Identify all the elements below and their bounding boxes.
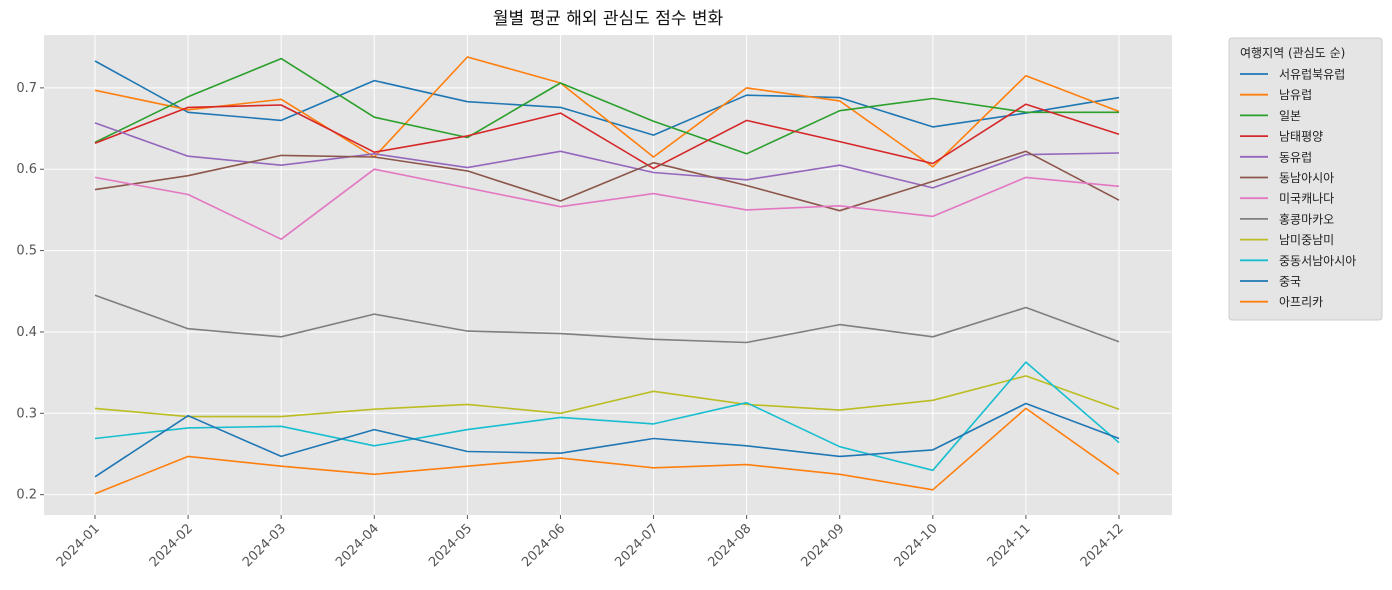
y-tick-label: 0.4 xyxy=(16,325,37,340)
x-tick-label: 2024-06 xyxy=(519,521,568,570)
y-tick-label: 0.3 xyxy=(16,406,37,421)
legend-label: 동유럽 xyxy=(1279,150,1312,164)
x-tick-label: 2024-10 xyxy=(892,521,941,570)
series-line-9 xyxy=(94,375,1120,418)
series-line-10 xyxy=(94,361,1120,472)
series-line-11 xyxy=(94,402,1120,478)
x-tick-label: 2024-04 xyxy=(333,521,382,570)
y-tick-label: 0.7 xyxy=(16,81,37,96)
series-line-4 xyxy=(94,103,1120,170)
legend-label: 미국캐나다 xyxy=(1279,192,1334,206)
x-tick-label: 2024-01 xyxy=(54,521,103,570)
series-line-12 xyxy=(94,407,1120,495)
x-tick-label: 2024-07 xyxy=(612,521,661,570)
legend-label: 중국 xyxy=(1279,275,1301,289)
series-line-3 xyxy=(94,57,1119,155)
legend-label: 아프리카 xyxy=(1279,295,1323,309)
x-tick-label: 2024-02 xyxy=(147,521,196,570)
series-line-2 xyxy=(94,56,1120,168)
y-tick-label: 0.5 xyxy=(16,244,37,259)
legend-label: 남미중남미 xyxy=(1279,233,1334,247)
x-tick-label: 2024-11 xyxy=(985,521,1034,570)
series-line-1 xyxy=(94,60,1120,136)
y-tick-label: 0.6 xyxy=(16,162,37,177)
series-line-6 xyxy=(94,150,1120,212)
x-tick-label: 2024-08 xyxy=(705,521,754,570)
legend-label: 남유럽 xyxy=(1279,88,1312,102)
legend-title: 여행지역 (관심도 순) xyxy=(1240,45,1345,60)
legend-label: 중동서남아시아 xyxy=(1279,254,1356,268)
legend-label: 일본 xyxy=(1279,109,1301,123)
legend-box xyxy=(1228,37,1383,321)
series-line-8 xyxy=(94,294,1120,344)
legend-label: 홍콩마카오 xyxy=(1279,212,1334,226)
legend-label: 서유럽북유럽 xyxy=(1279,68,1345,82)
series-lines xyxy=(94,56,1120,495)
legend: 여행지역 (관심도 순) 서유럽북유럽남유럽일본남태평양동유럽동남아시아미국캐나… xyxy=(1228,37,1383,321)
series-line-7 xyxy=(94,168,1120,240)
x-tick-label: 2024-03 xyxy=(240,521,289,570)
series-line-5 xyxy=(94,122,1120,189)
x-tick-label: 2024-05 xyxy=(426,521,475,570)
x-tick-label: 2024-12 xyxy=(1078,521,1127,570)
legend-label: 동남아시아 xyxy=(1279,171,1334,185)
x-tick-label: 2024-09 xyxy=(799,521,848,570)
y-tick-label: 0.2 xyxy=(16,488,37,503)
chart-title: 월별 평균 해외 관심도 점수 변화 xyxy=(493,9,724,29)
legend-label: 남태평양 xyxy=(1279,130,1323,144)
